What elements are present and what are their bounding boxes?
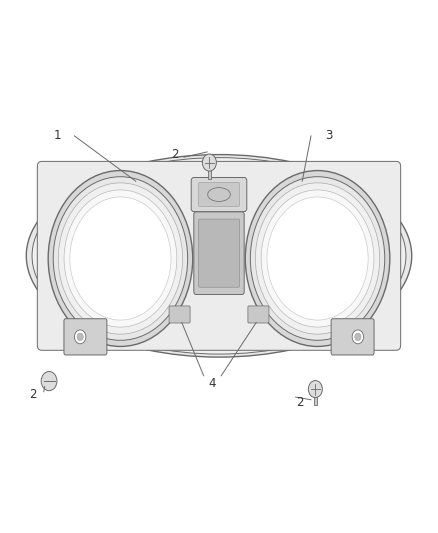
Ellipse shape	[26, 155, 412, 357]
Bar	[314, 389, 317, 405]
Circle shape	[74, 330, 86, 344]
Ellipse shape	[32, 158, 406, 354]
Circle shape	[261, 190, 374, 327]
FancyBboxPatch shape	[37, 161, 401, 350]
Text: 4: 4	[208, 377, 216, 390]
Circle shape	[53, 177, 187, 340]
Circle shape	[70, 197, 171, 320]
Text: 2: 2	[171, 148, 179, 161]
FancyBboxPatch shape	[198, 182, 240, 207]
Circle shape	[352, 330, 364, 344]
Text: 2: 2	[296, 396, 304, 409]
Text: 1: 1	[53, 130, 61, 142]
Bar	[208, 163, 211, 179]
Ellipse shape	[40, 161, 398, 350]
FancyBboxPatch shape	[331, 319, 374, 355]
Circle shape	[355, 333, 361, 341]
Text: 3: 3	[325, 130, 332, 142]
FancyBboxPatch shape	[169, 306, 190, 323]
Circle shape	[202, 154, 216, 171]
Circle shape	[308, 381, 322, 398]
FancyBboxPatch shape	[64, 319, 107, 355]
Circle shape	[58, 183, 183, 334]
FancyBboxPatch shape	[198, 219, 240, 287]
FancyBboxPatch shape	[191, 177, 247, 212]
FancyBboxPatch shape	[248, 306, 269, 323]
Circle shape	[245, 171, 390, 346]
Circle shape	[267, 197, 368, 320]
Circle shape	[41, 372, 57, 391]
FancyBboxPatch shape	[194, 212, 244, 294]
Circle shape	[77, 333, 83, 341]
Text: 2: 2	[29, 388, 37, 401]
Circle shape	[251, 177, 385, 340]
Circle shape	[48, 171, 193, 346]
Circle shape	[255, 183, 380, 334]
Circle shape	[64, 190, 177, 327]
